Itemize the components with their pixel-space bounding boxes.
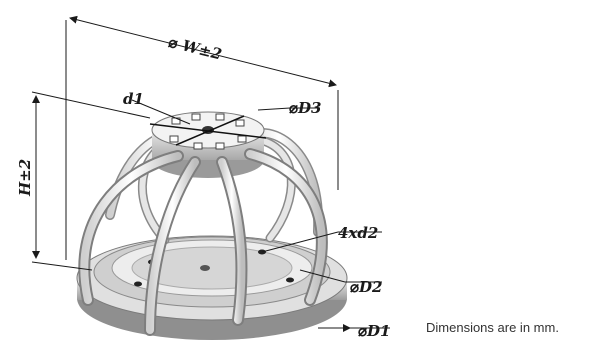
base-plate bbox=[76, 235, 348, 340]
d2-label: ⌀D2 bbox=[350, 278, 382, 296]
mount-hole bbox=[286, 277, 294, 283]
dimension-lines bbox=[31, 15, 390, 332]
d1-base-label: ⌀D1 bbox=[358, 322, 390, 340]
d3-label: ⌀D3 bbox=[289, 99, 321, 117]
top-hub bbox=[149, 111, 267, 178]
units-note: Dimensions are in mm. bbox=[426, 320, 559, 335]
height-label: H±2 bbox=[16, 159, 34, 197]
cage-rods-front bbox=[78, 148, 328, 336]
d1-label: d1 bbox=[123, 90, 144, 108]
width-label: ⌀ W±2 bbox=[167, 33, 224, 64]
holes-label: 4xd2 bbox=[338, 224, 378, 242]
mount-hole bbox=[134, 281, 142, 287]
width-dimension bbox=[69, 15, 337, 88]
